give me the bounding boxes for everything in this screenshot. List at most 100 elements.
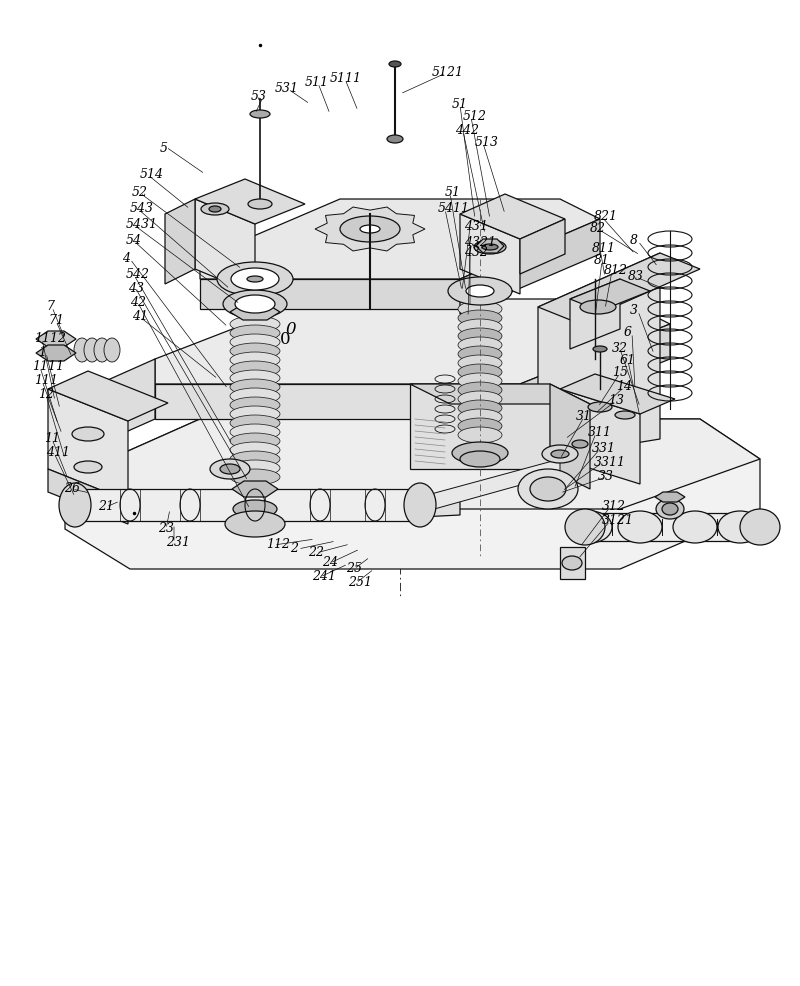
Ellipse shape: [458, 319, 502, 335]
Ellipse shape: [233, 501, 277, 519]
Polygon shape: [570, 280, 650, 312]
Polygon shape: [48, 469, 128, 525]
Polygon shape: [65, 360, 155, 459]
Text: 3: 3: [630, 303, 638, 317]
Ellipse shape: [482, 245, 498, 250]
Ellipse shape: [518, 469, 578, 510]
Ellipse shape: [74, 461, 102, 473]
Ellipse shape: [248, 200, 272, 210]
Polygon shape: [48, 389, 128, 502]
Text: 3311: 3311: [594, 455, 626, 468]
Polygon shape: [460, 195, 565, 240]
Text: 15: 15: [612, 365, 628, 378]
Ellipse shape: [220, 464, 240, 474]
Polygon shape: [48, 372, 168, 422]
Ellipse shape: [225, 512, 285, 537]
Ellipse shape: [565, 510, 605, 545]
Ellipse shape: [250, 110, 270, 119]
Text: 51: 51: [445, 185, 461, 198]
Polygon shape: [232, 481, 278, 498]
Text: 7: 7: [46, 299, 54, 313]
Polygon shape: [560, 375, 675, 414]
Ellipse shape: [231, 269, 279, 291]
Polygon shape: [476, 240, 504, 253]
Text: 821: 821: [594, 209, 618, 222]
Text: 3121: 3121: [602, 513, 634, 526]
Ellipse shape: [230, 452, 280, 467]
Ellipse shape: [230, 353, 280, 369]
Ellipse shape: [593, 347, 607, 353]
Polygon shape: [200, 280, 460, 310]
Polygon shape: [195, 179, 305, 225]
Polygon shape: [560, 547, 585, 580]
Text: 42: 42: [130, 295, 146, 309]
Text: 1112: 1112: [34, 331, 66, 344]
Polygon shape: [195, 200, 255, 295]
Ellipse shape: [235, 296, 275, 314]
Text: 512: 512: [463, 109, 487, 122]
Ellipse shape: [568, 512, 612, 543]
Text: 2: 2: [290, 541, 298, 554]
Text: 511: 511: [305, 75, 329, 89]
Ellipse shape: [615, 411, 635, 420]
Polygon shape: [155, 385, 520, 420]
Text: 24: 24: [322, 555, 338, 568]
Text: 22: 22: [308, 545, 324, 558]
Ellipse shape: [230, 362, 280, 378]
Text: 14: 14: [616, 379, 632, 392]
Ellipse shape: [458, 328, 502, 345]
Ellipse shape: [458, 419, 502, 435]
Ellipse shape: [230, 344, 280, 360]
Ellipse shape: [580, 301, 616, 315]
Ellipse shape: [618, 512, 662, 543]
Ellipse shape: [458, 302, 502, 317]
Ellipse shape: [562, 556, 582, 571]
Ellipse shape: [387, 136, 403, 144]
Text: 331: 331: [592, 441, 616, 454]
Ellipse shape: [230, 325, 280, 342]
Ellipse shape: [466, 286, 494, 298]
Ellipse shape: [458, 311, 502, 326]
Ellipse shape: [217, 262, 293, 297]
Ellipse shape: [230, 415, 280, 432]
Polygon shape: [36, 346, 76, 362]
Polygon shape: [550, 385, 590, 489]
Text: 543: 543: [130, 201, 154, 214]
Ellipse shape: [530, 477, 566, 502]
Text: 811: 811: [592, 242, 616, 254]
Ellipse shape: [72, 428, 104, 442]
Text: 311: 311: [588, 425, 612, 438]
Polygon shape: [200, 200, 600, 280]
Text: 112: 112: [266, 537, 290, 550]
Ellipse shape: [230, 388, 280, 404]
Text: 21: 21: [98, 499, 114, 512]
Ellipse shape: [542, 446, 578, 463]
Ellipse shape: [209, 207, 221, 213]
Polygon shape: [520, 220, 565, 275]
Polygon shape: [165, 200, 195, 285]
Ellipse shape: [230, 317, 280, 332]
Ellipse shape: [230, 434, 280, 450]
Ellipse shape: [340, 217, 400, 243]
Text: 83: 83: [628, 269, 644, 282]
Ellipse shape: [201, 204, 229, 216]
Ellipse shape: [458, 383, 502, 398]
Text: 43: 43: [128, 281, 144, 294]
Text: 12: 12: [38, 387, 54, 400]
Text: 442: 442: [455, 123, 479, 136]
Text: 4321: 4321: [464, 236, 496, 248]
Ellipse shape: [474, 241, 506, 254]
Polygon shape: [420, 459, 560, 514]
Ellipse shape: [360, 226, 380, 234]
Ellipse shape: [210, 459, 250, 479]
Polygon shape: [520, 324, 670, 420]
Text: 312: 312: [602, 499, 626, 512]
Text: 1: 1: [38, 345, 46, 358]
Text: 26: 26: [64, 481, 80, 494]
Polygon shape: [585, 514, 760, 541]
Ellipse shape: [448, 278, 512, 306]
Text: 61: 61: [620, 353, 636, 366]
Text: 41: 41: [132, 310, 148, 322]
Text: 0: 0: [285, 321, 296, 338]
Text: 5431: 5431: [126, 217, 158, 231]
